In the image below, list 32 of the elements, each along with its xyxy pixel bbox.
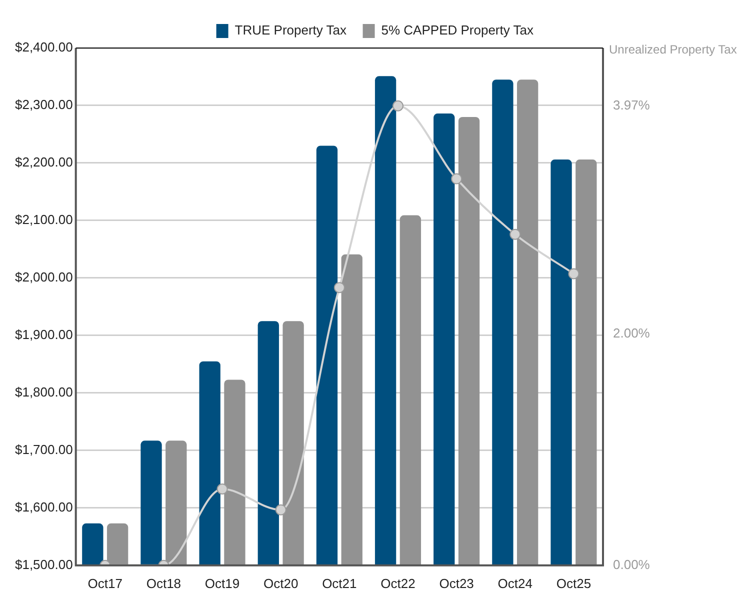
y2-tick-label: 3.97% bbox=[613, 97, 650, 112]
y-tick-label: $1,900.00 bbox=[14, 327, 73, 342]
y-tick-label: $1,600.00 bbox=[14, 499, 73, 514]
x-tick-label: Oct22 bbox=[380, 576, 416, 591]
point bbox=[568, 268, 580, 280]
y2-tick-label: 2.00% bbox=[613, 325, 650, 340]
legend-label: 5% CAPPED Property Tax bbox=[381, 22, 534, 38]
x-tick-label: Oct21 bbox=[322, 576, 357, 591]
x-tick-label: Oct17 bbox=[88, 576, 122, 591]
y-tick-label: $1,500.00 bbox=[14, 556, 73, 572]
point bbox=[216, 484, 228, 495]
y-tick-label: $2,200.00 bbox=[14, 154, 73, 170]
point bbox=[510, 228, 521, 240]
y-tick-label: $2,000.00 bbox=[14, 270, 73, 285]
y-tick-label: $2,400.00 bbox=[14, 40, 73, 55]
x-tick-label: Oct19 bbox=[204, 576, 240, 591]
point bbox=[334, 282, 345, 294]
x-tick-label: Oct24 bbox=[498, 576, 532, 591]
x-tick-label: Oct18 bbox=[146, 576, 182, 591]
y2-axis-title: Unrealized Property Tax bbox=[609, 42, 737, 56]
y-tick-label: $2,100.00 bbox=[14, 212, 73, 228]
y-tick-label: $2,300.00 bbox=[14, 97, 73, 112]
point bbox=[275, 504, 286, 516]
legend-label: TRUE Property Tax bbox=[234, 22, 348, 38]
y-tick-label: $1,700.00 bbox=[14, 442, 73, 457]
y-tick-label: $1,800.00 bbox=[14, 384, 73, 400]
x-tick-label: Oct20 bbox=[264, 576, 298, 591]
point bbox=[392, 100, 404, 112]
y2-tick-label: 0.00% bbox=[613, 556, 650, 572]
x-tick-label: Oct25 bbox=[556, 576, 592, 591]
x-tick-label: Oct23 bbox=[439, 576, 474, 591]
point bbox=[451, 173, 462, 184]
